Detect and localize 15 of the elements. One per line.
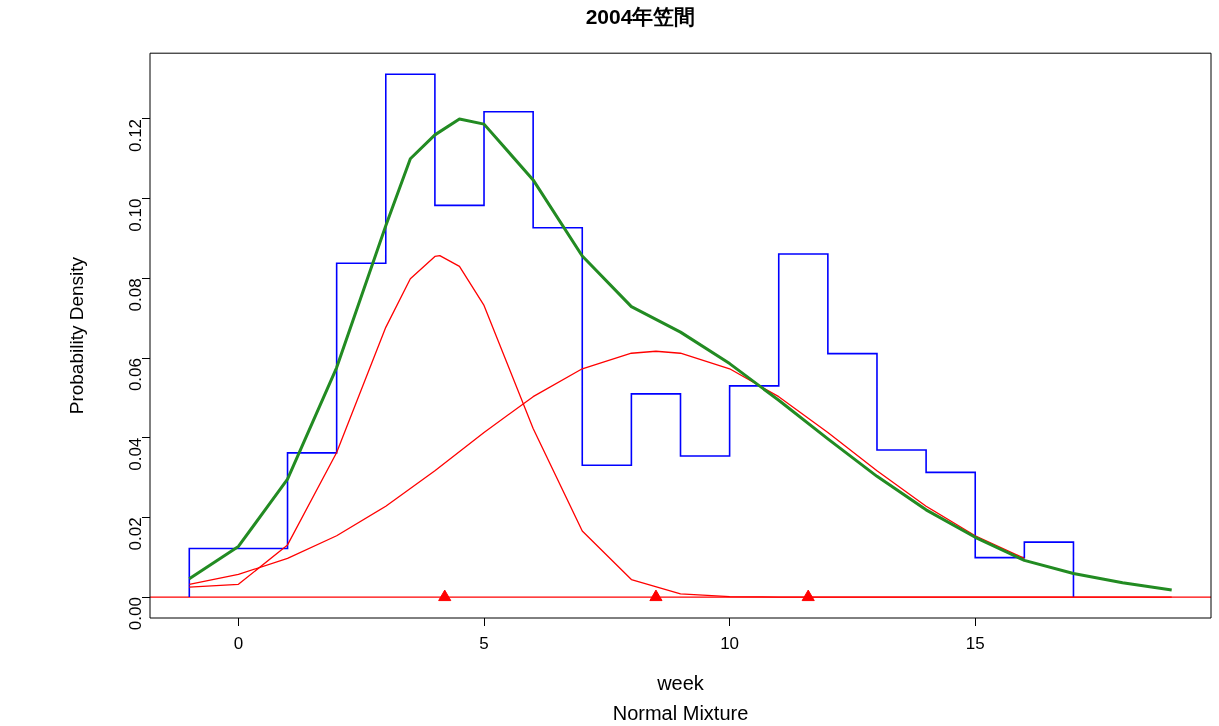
y-tick-label: 0.06 — [125, 358, 145, 392]
x-tick-label: 15 — [965, 633, 985, 653]
x-axis-title: week — [656, 671, 705, 694]
y-tick-label: 0.02 — [125, 517, 145, 551]
y-tick-label: 0.00 — [125, 597, 145, 631]
x-tick-label: 0 — [233, 633, 244, 653]
y-tick-label: 0.08 — [125, 278, 145, 312]
y-tick-label: 0.04 — [125, 437, 145, 471]
text: Normal Mixture — [612, 701, 749, 724]
y-tick-label: 0.10 — [125, 198, 145, 232]
x-tick-label: 10 — [720, 633, 740, 653]
x-tick-label: 5 — [479, 633, 489, 653]
y-tick-label: 0.12 — [125, 118, 145, 153]
chart-title: 2004年笠間 — [585, 5, 696, 29]
y-axis-title: Probability Density — [65, 256, 87, 415]
